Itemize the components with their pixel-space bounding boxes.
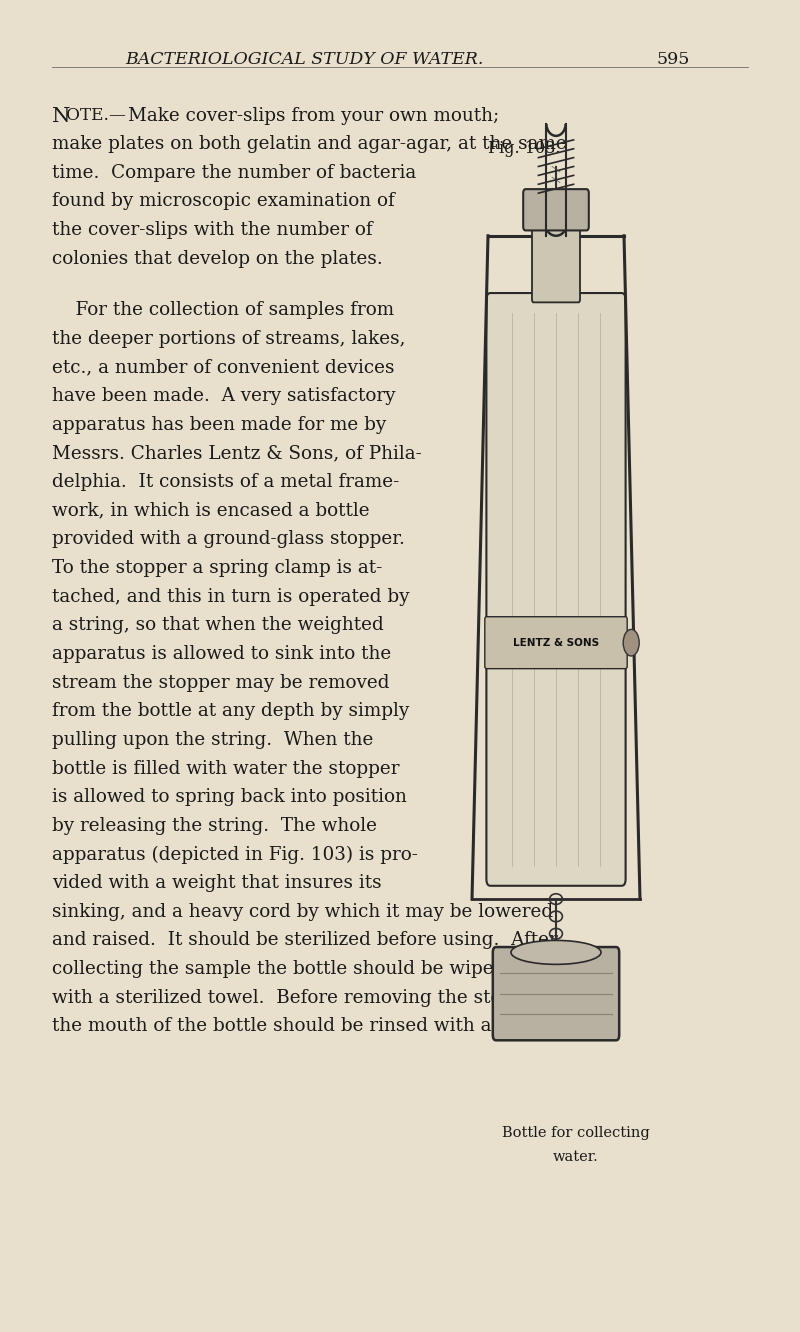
FancyBboxPatch shape <box>486 293 626 886</box>
Text: delphia.  It consists of a metal frame-: delphia. It consists of a metal frame- <box>52 473 399 492</box>
Text: by releasing the string.  The whole: by releasing the string. The whole <box>52 817 377 835</box>
Text: OTE.—: OTE.— <box>66 107 126 124</box>
Text: a string, so that when the weighted: a string, so that when the weighted <box>52 617 384 634</box>
Text: the cover-slips with the number of: the cover-slips with the number of <box>52 221 373 240</box>
Text: from the bottle at any depth by simply: from the bottle at any depth by simply <box>52 702 410 721</box>
Text: is allowed to spring back into position: is allowed to spring back into position <box>52 789 407 806</box>
Text: LENTZ & SONS: LENTZ & SONS <box>513 638 599 647</box>
Text: stream the stopper may be removed: stream the stopper may be removed <box>52 674 390 691</box>
Text: For the collection of samples from: For the collection of samples from <box>52 301 394 320</box>
Text: etc., a number of convenient devices: etc., a number of convenient devices <box>52 358 394 377</box>
Text: 595: 595 <box>656 51 690 68</box>
Text: collecting the sample the bottle should be wiped dry: collecting the sample the bottle should … <box>52 960 542 978</box>
Text: bottle is filled with water the stopper: bottle is filled with water the stopper <box>52 759 399 778</box>
Text: with a sterilized towel.  Before removing the stopper: with a sterilized towel. Before removing… <box>52 988 545 1007</box>
Text: provided with a ground-glass stopper.: provided with a ground-glass stopper. <box>52 530 405 549</box>
Text: make plates on both gelatin and agar-agar, at the same: make plates on both gelatin and agar-aga… <box>52 135 566 153</box>
Text: N: N <box>52 107 70 125</box>
Text: found by microscopic examination of: found by microscopic examination of <box>52 192 394 210</box>
Text: colonies that develop on the plates.: colonies that develop on the plates. <box>52 249 382 268</box>
Text: vided with a weight that insures its: vided with a weight that insures its <box>52 874 382 892</box>
Text: apparatus is allowed to sink into the: apparatus is allowed to sink into the <box>52 645 391 663</box>
Text: To the stopper a spring clamp is at-: To the stopper a spring clamp is at- <box>52 559 382 577</box>
Text: Bottle for collecting: Bottle for collecting <box>502 1126 650 1140</box>
FancyBboxPatch shape <box>485 617 627 669</box>
Text: Make cover-slips from your own mouth;: Make cover-slips from your own mouth; <box>128 107 499 125</box>
Text: and raised.  It should be sterilized before using.  After: and raised. It should be sterilized befo… <box>52 931 558 950</box>
Text: Fig. 103.: Fig. 103. <box>488 140 560 157</box>
FancyBboxPatch shape <box>523 189 589 230</box>
Circle shape <box>623 630 639 657</box>
Text: apparatus (depicted in Fig. 103) is pro-: apparatus (depicted in Fig. 103) is pro- <box>52 846 418 863</box>
Ellipse shape <box>511 940 601 964</box>
Text: time.  Compare the number of bacteria: time. Compare the number of bacteria <box>52 164 416 182</box>
Text: pulling upon the string.  When the: pulling upon the string. When the <box>52 731 374 749</box>
Text: BACTERIOLOGICAL STUDY OF WATER.: BACTERIOLOGICAL STUDY OF WATER. <box>125 51 483 68</box>
Text: apparatus has been made for me by: apparatus has been made for me by <box>52 416 386 434</box>
Text: water.: water. <box>553 1150 599 1164</box>
Text: Messrs. Charles Lentz & Sons, of Phila-: Messrs. Charles Lentz & Sons, of Phila- <box>52 445 422 462</box>
FancyBboxPatch shape <box>493 947 619 1040</box>
FancyBboxPatch shape <box>532 224 580 302</box>
Text: tached, and this in turn is operated by: tached, and this in turn is operated by <box>52 587 410 606</box>
Text: work, in which is encased a bottle: work, in which is encased a bottle <box>52 502 370 519</box>
Text: the mouth of the bottle should be rinsed with alcohol: the mouth of the bottle should be rinsed… <box>52 1018 547 1035</box>
Text: the deeper portions of streams, lakes,: the deeper portions of streams, lakes, <box>52 330 406 348</box>
Text: have been made.  A very satisfactory: have been made. A very satisfactory <box>52 388 395 405</box>
Text: sinking, and a heavy cord by which it may be lowered: sinking, and a heavy cord by which it ma… <box>52 903 553 920</box>
